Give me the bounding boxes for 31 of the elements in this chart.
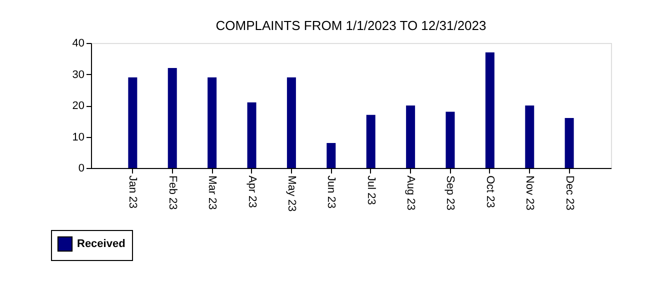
bar	[168, 68, 177, 168]
x-tick-label: Mar 23	[206, 176, 218, 210]
bar	[128, 77, 138, 168]
bar	[485, 52, 494, 168]
bar	[326, 143, 336, 168]
chart-title: COMPLAINTS FROM 1/1/2023 TO 12/31/2023	[216, 18, 486, 33]
x-tick-label: Jan 23	[126, 176, 139, 209]
x-tick-label: Jul 23	[364, 176, 377, 205]
bar	[247, 102, 256, 168]
x-tick-label: Jun 23	[325, 176, 338, 209]
x-tick-label: Sep 23	[444, 176, 456, 210]
y-tick-label: 0	[78, 162, 84, 174]
bar	[286, 77, 296, 168]
bar	[564, 118, 574, 168]
bar	[446, 112, 455, 168]
bar	[366, 114, 376, 168]
x-tick-label: Oct 23	[484, 176, 496, 208]
x-tick-label: May 23	[285, 176, 298, 212]
bar	[525, 106, 534, 168]
bar	[208, 77, 217, 168]
y-tick-label: 30	[72, 68, 84, 81]
y-tick-label: 10	[72, 131, 84, 144]
bar	[406, 106, 416, 168]
x-tick-label: Apr 23	[246, 176, 258, 208]
x-tick-label: Aug 23	[404, 176, 417, 210]
x-tick-label: Feb 23	[166, 176, 178, 210]
legend-label: Received	[77, 238, 126, 250]
y-tick-label: 20	[72, 100, 84, 112]
y-tick-label: 40	[72, 38, 84, 50]
x-tick-label: Nov 23	[524, 176, 536, 210]
x-tick-label: Dec 23	[563, 176, 576, 210]
